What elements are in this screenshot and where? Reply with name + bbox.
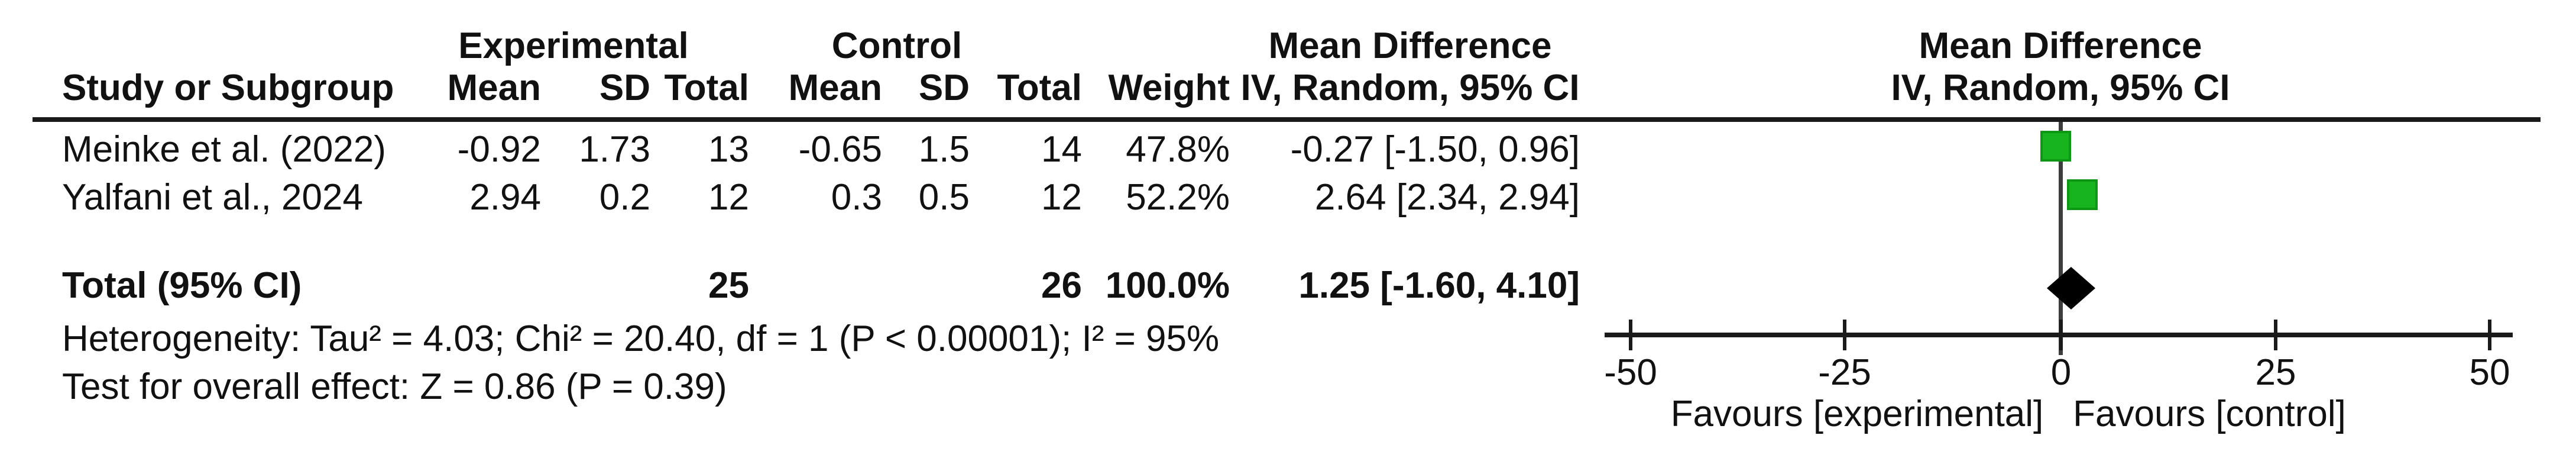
total-exp-sum: 25 xyxy=(708,265,749,306)
total-ctl-value: 14 xyxy=(1041,129,1082,170)
col-header-mean-ctl: Mean xyxy=(788,67,882,108)
sd-exp-value: 1.73 xyxy=(579,129,650,170)
axis-tick-label: 0 xyxy=(2050,352,2072,393)
weight-value: 47.8% xyxy=(1126,129,1230,170)
total-ci: 1.25 [-1.60, 4.10] xyxy=(1298,265,1580,306)
axis-tick-label: -25 xyxy=(1818,352,1871,393)
col-header-total-ctl: Total xyxy=(997,67,1083,108)
study-marker-square xyxy=(2067,179,2098,210)
col-header-ci-text: IV, Random, 95% CI xyxy=(1240,67,1580,108)
total-weight: 100.0% xyxy=(1105,265,1230,306)
axis-tick-label: 25 xyxy=(2255,352,2296,393)
group-header-mean-difference-plot: Mean Difference xyxy=(1919,25,2202,66)
study-name: Meinke et al. (2022) xyxy=(62,129,386,170)
axis-tick-label: 50 xyxy=(2469,352,2510,393)
col-header-weight: Weight xyxy=(1108,67,1230,108)
col-header-mean-exp: Mean xyxy=(447,67,541,108)
favours-experimental-label: Favours [experimental] xyxy=(1670,394,2044,434)
axis-tick xyxy=(1843,320,1846,350)
sd-exp-value: 0.2 xyxy=(599,177,650,218)
favours-control-label: Favours [control] xyxy=(2073,394,2346,434)
col-header-study: Study or Subgroup xyxy=(62,67,394,108)
axis-tick xyxy=(1629,320,1632,350)
mean-ctl-value: -0.65 xyxy=(798,129,882,170)
group-header-experimental: Experimental xyxy=(458,25,689,66)
mean-exp-value: 2.94 xyxy=(469,177,541,218)
pooled-effect-diamond xyxy=(2047,267,2095,310)
study-marker-square xyxy=(2040,131,2071,162)
x-axis-line xyxy=(1605,333,2513,337)
total-ctl-value: 12 xyxy=(1041,177,1082,218)
header-divider-line xyxy=(33,117,2541,122)
study-name: Yalfani et al., 2024 xyxy=(62,177,363,218)
total-exp-value: 13 xyxy=(708,129,749,170)
weight-value: 52.2% xyxy=(1126,177,1230,218)
total-ctl-sum: 26 xyxy=(1041,265,1082,306)
group-header-mean-difference-text: Mean Difference xyxy=(1268,25,1552,66)
overall-effect-note: Test for overall effect: Z = 0.86 (P = 0… xyxy=(62,366,727,407)
axis-tick-label: -50 xyxy=(1604,352,1657,393)
total-exp-value: 12 xyxy=(708,177,749,218)
axis-tick xyxy=(2059,320,2063,350)
col-header-ci-plot: IV, Random, 95% CI xyxy=(1891,67,2230,108)
mean-exp-value: -0.92 xyxy=(457,129,541,170)
sd-ctl-value: 0.5 xyxy=(918,177,970,218)
ci-value: -0.27 [-1.50, 0.96] xyxy=(1290,129,1580,170)
col-header-sd-ctl: SD xyxy=(918,67,970,108)
zero-effect-line xyxy=(2059,122,2063,355)
col-header-total-exp: Total xyxy=(664,67,750,108)
heterogeneity-note: Heterogeneity: Tau² = 4.03; Chi² = 20.40… xyxy=(62,318,1220,359)
col-header-sd-exp: SD xyxy=(599,67,650,108)
axis-tick xyxy=(2274,320,2277,350)
axis-tick xyxy=(2488,320,2491,350)
sd-ctl-value: 1.5 xyxy=(918,129,970,170)
total-row-label: Total (95% CI) xyxy=(62,265,302,306)
group-header-control: Control xyxy=(831,25,963,66)
mean-ctl-value: 0.3 xyxy=(831,177,882,218)
ci-value: 2.64 [2.34, 2.94] xyxy=(1314,177,1580,218)
